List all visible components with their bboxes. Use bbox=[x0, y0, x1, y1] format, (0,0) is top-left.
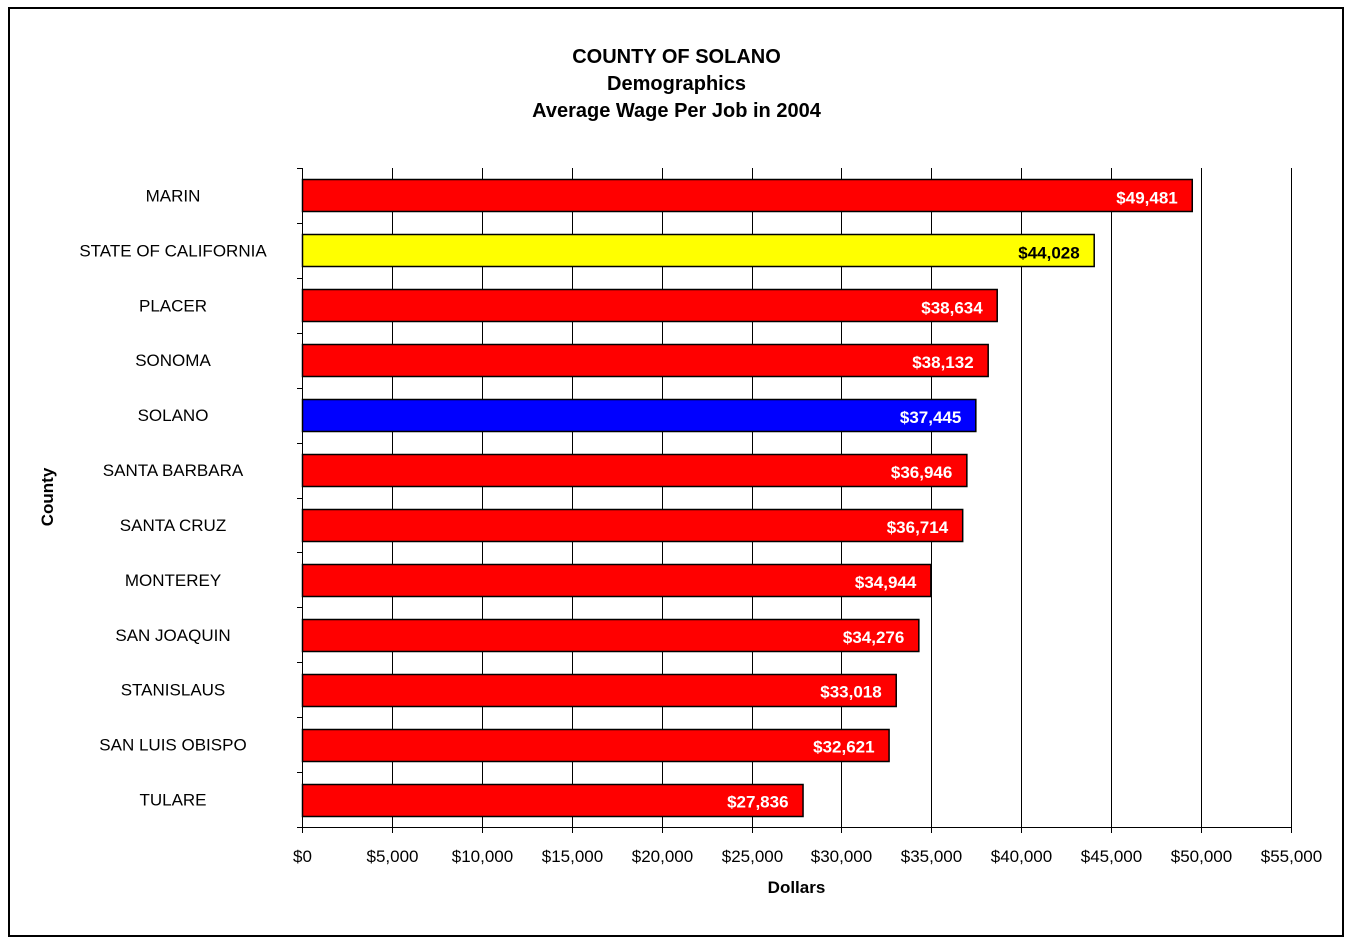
bar bbox=[301, 728, 890, 763]
category-label: STATE OF CALIFORNIA bbox=[79, 241, 267, 260]
x-tick-label: $25,000 bbox=[722, 847, 783, 866]
x-tick-label: $40,000 bbox=[991, 847, 1052, 866]
y-axis-title: County bbox=[38, 467, 57, 526]
data-label: $34,276 bbox=[843, 628, 904, 647]
bar bbox=[301, 563, 932, 598]
category-label: STANISLAUS bbox=[121, 681, 226, 700]
chart-title: COUNTY OF SOLANO Demographics Average Wa… bbox=[0, 44, 1353, 125]
x-tick-label: $55,000 bbox=[1261, 847, 1322, 866]
x-tick-label: $10,000 bbox=[452, 847, 513, 866]
x-tick-label: $15,000 bbox=[542, 847, 603, 866]
category-label: SONOMA bbox=[135, 351, 211, 370]
bar bbox=[301, 673, 897, 708]
x-tick-label: $20,000 bbox=[632, 847, 693, 866]
x-tick-label: $45,000 bbox=[1081, 847, 1142, 866]
category-label: MARIN bbox=[146, 186, 201, 205]
bar bbox=[301, 343, 989, 378]
data-label: $44,028 bbox=[1018, 243, 1079, 262]
bar bbox=[301, 178, 1194, 213]
title-line-3: Average Wage Per Job in 2004 bbox=[532, 100, 821, 122]
data-label: $38,132 bbox=[912, 353, 973, 372]
bar bbox=[301, 398, 977, 433]
data-label: $37,445 bbox=[900, 408, 961, 427]
data-label: $34,944 bbox=[855, 573, 917, 592]
category-label: TULARE bbox=[139, 791, 206, 810]
x-tick-label: $0 bbox=[293, 847, 312, 866]
category-label: SAN JOAQUIN bbox=[115, 626, 230, 645]
bar bbox=[301, 233, 1095, 268]
title-line-2: Demographics bbox=[607, 73, 746, 95]
category-label: SAN LUIS OBISPO bbox=[99, 736, 246, 755]
category-label: SANTA CRUZ bbox=[120, 516, 226, 535]
bar bbox=[301, 508, 964, 543]
data-label: $36,946 bbox=[891, 463, 952, 482]
bar bbox=[301, 288, 998, 323]
data-label: $38,634 bbox=[921, 298, 983, 317]
data-label: $36,714 bbox=[887, 518, 949, 537]
data-label: $27,836 bbox=[727, 793, 788, 812]
x-tick-label: $30,000 bbox=[811, 847, 872, 866]
category-label: PLACER bbox=[139, 296, 207, 315]
data-label: $33,018 bbox=[820, 683, 881, 702]
bar bbox=[301, 618, 920, 653]
x-tick-label: $50,000 bbox=[1171, 847, 1232, 866]
category-label: SOLANO bbox=[138, 406, 209, 425]
x-tick-label: $35,000 bbox=[901, 847, 962, 866]
data-label: $49,481 bbox=[1116, 188, 1177, 207]
bar bbox=[301, 783, 804, 818]
x-tick-label: $5,000 bbox=[367, 847, 419, 866]
data-label: $32,621 bbox=[813, 738, 874, 757]
bar bbox=[301, 453, 968, 488]
x-axis-title: Dollars bbox=[768, 878, 826, 897]
category-label: MONTEREY bbox=[125, 571, 221, 590]
category-label: SANTA BARBARA bbox=[103, 461, 244, 480]
title-line-1: COUNTY OF SOLANO bbox=[572, 46, 781, 68]
